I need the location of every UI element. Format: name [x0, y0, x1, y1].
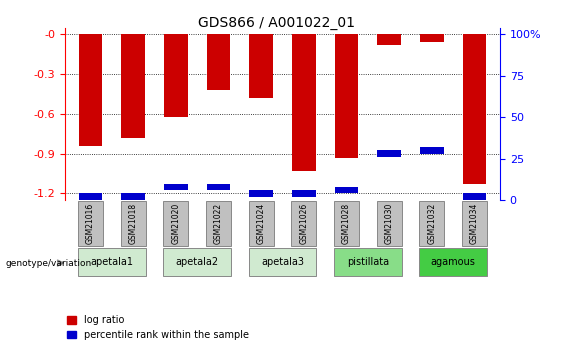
Bar [121, 34, 145, 138]
Bar [164, 34, 188, 117]
Text: genotype/variation: genotype/variation [6, 259, 92, 268]
Bar [207, 184, 231, 190]
Text: GSM21032: GSM21032 [427, 203, 436, 244]
FancyBboxPatch shape [376, 200, 402, 246]
Bar [79, 34, 102, 146]
Bar [207, 34, 231, 90]
Text: GSM21026: GSM21026 [299, 203, 308, 244]
FancyBboxPatch shape [249, 200, 274, 246]
Bar [420, 147, 444, 154]
Text: GSM21022: GSM21022 [214, 203, 223, 244]
FancyBboxPatch shape [419, 248, 487, 276]
Bar [377, 34, 401, 45]
FancyBboxPatch shape [419, 200, 444, 246]
Text: GSM21028: GSM21028 [342, 203, 351, 244]
Text: GSM21030: GSM21030 [385, 203, 394, 244]
Bar [377, 150, 401, 157]
Text: GSM21020: GSM21020 [171, 203, 180, 244]
Bar [79, 194, 102, 200]
FancyBboxPatch shape [334, 248, 402, 276]
Bar [334, 34, 358, 158]
FancyBboxPatch shape [163, 248, 231, 276]
Bar [249, 34, 273, 98]
Text: apetala2: apetala2 [176, 257, 219, 267]
Legend: log ratio, percentile rank within the sample: log ratio, percentile rank within the sa… [67, 315, 249, 340]
Bar [121, 194, 145, 200]
FancyBboxPatch shape [249, 248, 316, 276]
FancyBboxPatch shape [291, 200, 316, 246]
Bar [292, 34, 316, 171]
FancyBboxPatch shape [78, 200, 103, 246]
Bar [463, 194, 486, 200]
Text: agamous: agamous [431, 257, 476, 267]
Text: GSM21034: GSM21034 [470, 203, 479, 244]
FancyBboxPatch shape [206, 200, 231, 246]
Text: GSM21018: GSM21018 [129, 203, 138, 244]
FancyBboxPatch shape [121, 200, 146, 246]
Bar [249, 190, 273, 197]
Text: apetala1: apetala1 [90, 257, 133, 267]
Text: GSM21016: GSM21016 [86, 203, 95, 244]
Bar [420, 34, 444, 42]
Text: GDS866 / A001022_01: GDS866 / A001022_01 [198, 16, 355, 30]
Text: pistillata: pistillata [347, 257, 389, 267]
Bar [334, 187, 358, 194]
FancyBboxPatch shape [334, 200, 359, 246]
FancyBboxPatch shape [78, 248, 146, 276]
Bar [164, 184, 188, 190]
FancyBboxPatch shape [462, 200, 487, 246]
FancyBboxPatch shape [163, 200, 189, 246]
Bar [292, 190, 316, 197]
Bar [463, 34, 486, 184]
Text: GSM21024: GSM21024 [257, 203, 266, 244]
Text: apetala3: apetala3 [261, 257, 304, 267]
